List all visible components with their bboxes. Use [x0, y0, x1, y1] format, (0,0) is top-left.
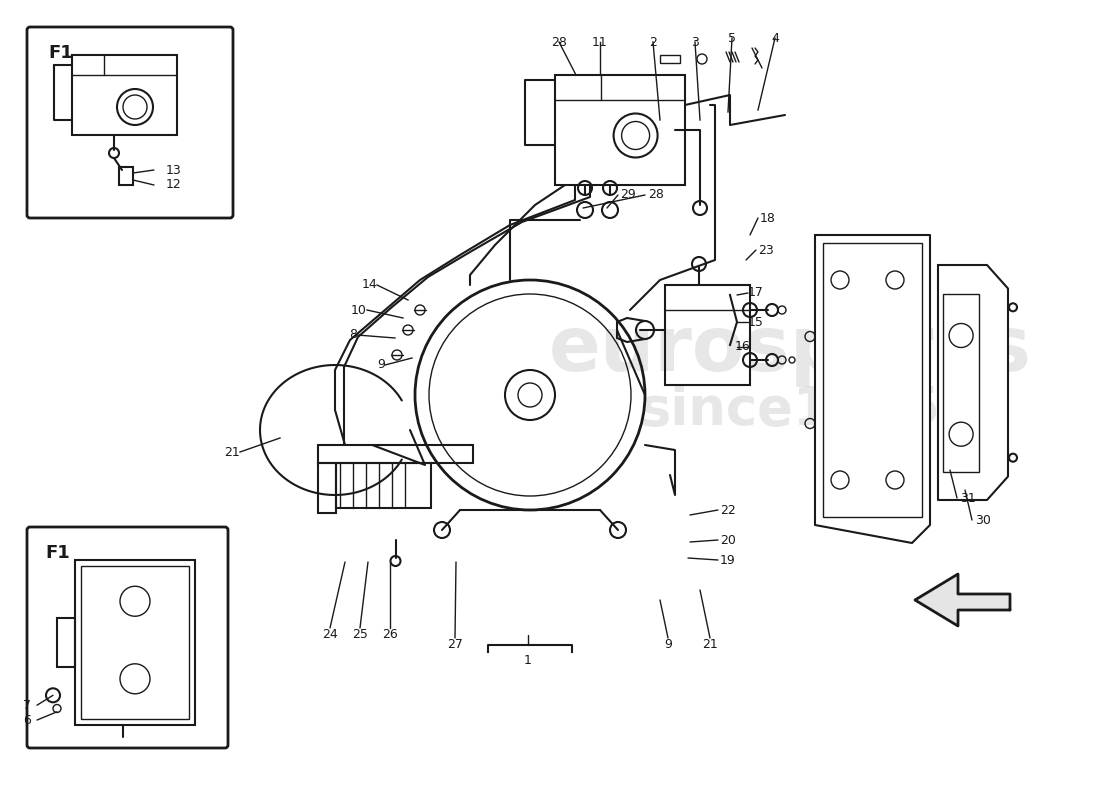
- Bar: [119, 167, 133, 185]
- Text: 29: 29: [620, 189, 636, 202]
- Text: 15: 15: [748, 315, 763, 329]
- Text: since1985: since1985: [639, 384, 940, 436]
- Text: 23: 23: [758, 243, 773, 257]
- Text: 4: 4: [771, 31, 779, 45]
- Text: 14: 14: [361, 278, 377, 291]
- Text: 20: 20: [720, 534, 736, 546]
- Text: 18: 18: [760, 211, 775, 225]
- Text: 13: 13: [166, 163, 182, 177]
- Text: 21: 21: [224, 446, 240, 458]
- Polygon shape: [915, 574, 1010, 626]
- Text: 21: 21: [702, 638, 718, 651]
- Polygon shape: [815, 235, 930, 543]
- Bar: [318, 463, 336, 513]
- Bar: [318, 445, 473, 463]
- Polygon shape: [938, 265, 1008, 500]
- Text: 27: 27: [447, 638, 463, 651]
- FancyBboxPatch shape: [28, 527, 228, 748]
- Text: 16: 16: [735, 341, 750, 354]
- Text: 28: 28: [648, 189, 664, 202]
- Bar: [81, 566, 189, 719]
- Text: 9: 9: [664, 638, 672, 651]
- Bar: [823, 243, 922, 517]
- Text: 25: 25: [352, 629, 367, 642]
- Text: 30: 30: [975, 514, 991, 526]
- Bar: [72, 55, 177, 135]
- Text: eurospares: eurospares: [549, 313, 1032, 387]
- Text: 28: 28: [551, 35, 566, 49]
- Text: 3: 3: [691, 35, 698, 49]
- Text: F1: F1: [45, 544, 69, 562]
- Bar: [336, 463, 431, 508]
- Bar: [666, 285, 750, 385]
- Text: 2: 2: [649, 35, 657, 49]
- Bar: [660, 55, 680, 63]
- FancyBboxPatch shape: [28, 27, 233, 218]
- Text: 5: 5: [728, 31, 736, 45]
- Bar: [75, 560, 195, 725]
- Bar: [556, 75, 685, 185]
- Text: 12: 12: [166, 178, 182, 191]
- Bar: [943, 294, 979, 471]
- Text: 11: 11: [592, 35, 608, 49]
- Text: 9: 9: [377, 358, 385, 371]
- Text: 26: 26: [382, 629, 398, 642]
- Text: 17: 17: [748, 286, 763, 299]
- Text: 7: 7: [23, 698, 31, 712]
- Bar: [57, 618, 75, 667]
- Text: 19: 19: [720, 554, 736, 566]
- Text: 31: 31: [960, 491, 976, 505]
- Text: 10: 10: [351, 303, 367, 317]
- Text: 8: 8: [349, 329, 358, 342]
- Text: 22: 22: [720, 503, 736, 517]
- Text: 1: 1: [524, 654, 532, 666]
- Text: 24: 24: [322, 629, 338, 642]
- Text: F1: F1: [48, 44, 73, 62]
- Text: 6: 6: [23, 714, 31, 726]
